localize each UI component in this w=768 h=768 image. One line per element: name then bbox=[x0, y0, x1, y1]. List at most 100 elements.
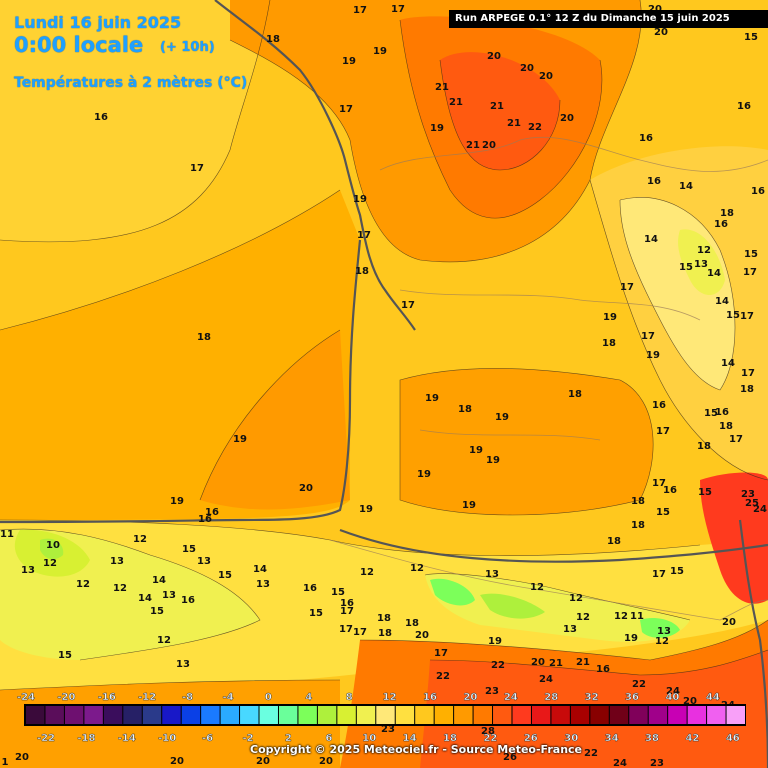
legend-tick-label: 4 bbox=[305, 692, 312, 703]
legend-tick-label: -4 bbox=[222, 692, 233, 703]
temperature-label: 17 bbox=[357, 230, 371, 241]
temperature-label: 20 bbox=[683, 696, 697, 707]
temperature-label: 18 bbox=[697, 441, 711, 452]
temperature-label: 17 bbox=[401, 300, 415, 311]
temperature-label: 19 bbox=[430, 123, 444, 134]
temperature-label: 23 bbox=[485, 686, 499, 697]
temperature-label: 20 bbox=[560, 113, 574, 124]
temperature-label: 16 bbox=[198, 514, 212, 525]
legend-tick-label: 8 bbox=[346, 692, 353, 703]
legend-tick-label: 20 bbox=[463, 692, 477, 703]
temperature-label: 20 bbox=[654, 27, 668, 38]
temperature-label: 15 bbox=[704, 408, 718, 419]
temperature-label: 19 bbox=[603, 312, 617, 323]
temperature-label: 14 bbox=[707, 268, 721, 279]
temperature-label: 24 bbox=[613, 758, 627, 768]
temperature-label: 18 bbox=[631, 496, 645, 507]
legend-color-bin bbox=[668, 706, 687, 724]
temperature-label: 18 bbox=[719, 421, 733, 432]
temperature-label: 1 bbox=[2, 757, 9, 768]
temperature-label: 22 bbox=[436, 671, 450, 682]
temperature-label: 12 bbox=[43, 558, 57, 569]
legend-color-bin bbox=[726, 706, 745, 724]
legend-color-bin bbox=[220, 706, 240, 724]
temperature-label: 12 bbox=[576, 612, 590, 623]
temperature-label: 15 bbox=[58, 650, 72, 661]
temperature-label: 16 bbox=[737, 101, 751, 112]
temperature-label: 16 bbox=[303, 583, 317, 594]
temperature-label: 12 bbox=[569, 593, 583, 604]
temperature-label: 22 bbox=[584, 748, 598, 759]
temperature-label: 19 bbox=[624, 633, 638, 644]
temperature-label: 16 bbox=[340, 598, 354, 609]
temperature-label: 24 bbox=[666, 686, 680, 697]
model-run-info: Run ARPEGE 0.1° 12 Z du Dimanche 15 juin… bbox=[449, 10, 768, 28]
legend-color-bin bbox=[298, 706, 317, 724]
temperature-label: 16 bbox=[714, 219, 728, 230]
legend-tick-label: 14 bbox=[403, 733, 417, 744]
temperature-label: 12 bbox=[113, 583, 127, 594]
temperature-label: 19 bbox=[233, 434, 247, 445]
temperature-label: 20 bbox=[531, 657, 545, 668]
legend-color-bin bbox=[590, 706, 609, 724]
temperature-label: 19 bbox=[469, 445, 483, 456]
temperature-label: 21 bbox=[507, 118, 521, 129]
temperature-label: 17 bbox=[652, 569, 666, 580]
temperature-label: 18 bbox=[377, 613, 391, 624]
temperature-label: 20 bbox=[539, 71, 553, 82]
temperature-label: 21 bbox=[549, 658, 563, 669]
temperature-label: 14 bbox=[253, 564, 267, 575]
temperature-label: 17 bbox=[190, 163, 204, 174]
temperature-label: 14 bbox=[138, 593, 152, 604]
temperature-label: 12 bbox=[360, 567, 374, 578]
forecast-offset: (+ 10h) bbox=[160, 40, 215, 55]
temperature-label: 13 bbox=[657, 626, 671, 637]
legend-color-bin bbox=[570, 706, 590, 724]
temperature-label: 16 bbox=[181, 595, 195, 606]
temperature-label: 12 bbox=[133, 534, 147, 545]
legend-color-bin bbox=[493, 706, 512, 724]
temperature-label: 18 bbox=[266, 34, 280, 45]
temperature-label: 13 bbox=[256, 579, 270, 590]
temperature-label: 17 bbox=[339, 104, 353, 115]
temperature-label: 20 bbox=[319, 756, 333, 767]
temperature-label: 19 bbox=[170, 496, 184, 507]
temperature-label: 19 bbox=[342, 56, 356, 67]
temperature-label: 19 bbox=[488, 636, 502, 647]
temperature-label: 15 bbox=[744, 249, 758, 260]
temperature-label: 11 bbox=[0, 529, 14, 540]
temperature-label: 21 bbox=[435, 82, 449, 93]
temperature-label: 16 bbox=[639, 133, 653, 144]
temperature-label: 12 bbox=[410, 563, 424, 574]
legend-color-bin bbox=[337, 706, 356, 724]
legend-tick-label: 32 bbox=[585, 692, 599, 703]
temperature-label: 15 bbox=[150, 606, 164, 617]
legend-color-bin bbox=[162, 706, 181, 724]
legend-color-bin bbox=[259, 706, 278, 724]
legend-tick-label: 46 bbox=[726, 733, 740, 744]
color-scale-legend: -24 -20 -16 -12 -8 -4 0 4 8 12 16 20 24 28 32 36 40 44 -2… bbox=[17, 692, 746, 744]
temperature-label: 12 bbox=[530, 582, 544, 593]
legend-tick-label: 24 bbox=[504, 692, 518, 703]
temperature-label: 14 bbox=[679, 181, 693, 192]
legend-tick-label: -12 bbox=[138, 692, 156, 703]
temperature-label: 14 bbox=[715, 296, 729, 307]
legend-tick-label: -8 bbox=[182, 692, 193, 703]
temperature-label: 17 bbox=[620, 282, 634, 293]
temperature-label: 17 bbox=[652, 478, 666, 489]
temperature-label: 17 bbox=[656, 426, 670, 437]
legend-tick-label: 30 bbox=[564, 733, 578, 744]
legend-color-bin bbox=[415, 706, 434, 724]
legend-tick-label: 12 bbox=[383, 692, 397, 703]
temperature-label: 20 bbox=[256, 756, 270, 767]
temperature-label: 12 bbox=[655, 636, 669, 647]
temperature-label: 15 bbox=[309, 608, 323, 619]
legend-color-bin bbox=[103, 706, 123, 724]
temperature-label: 20 bbox=[520, 63, 534, 74]
temperature-label: 17 bbox=[339, 624, 353, 635]
temperature-label: 13 bbox=[21, 565, 35, 576]
copyright-notice: Copyright © 2025 Meteociel.fr - Source M… bbox=[250, 743, 583, 756]
